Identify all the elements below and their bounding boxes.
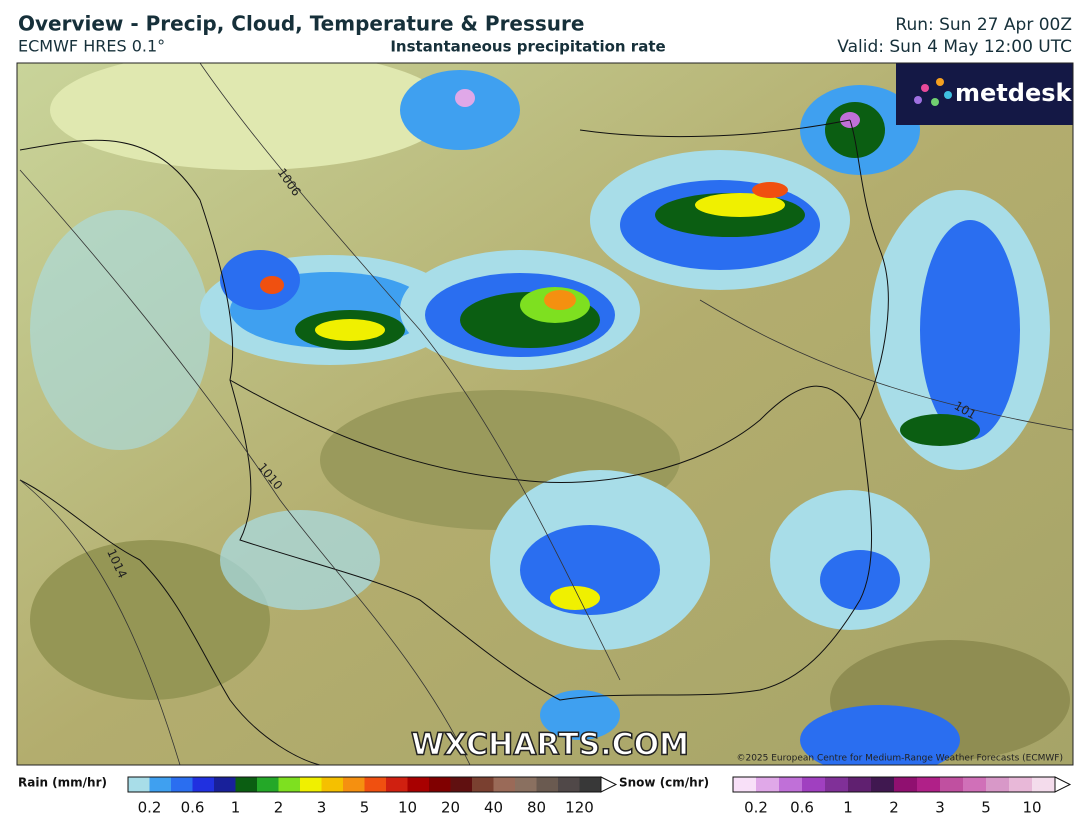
snow-label: 1 <box>843 799 853 817</box>
rain-label: 40 <box>484 799 503 817</box>
snow-swatch <box>733 777 756 792</box>
rain-swatch <box>214 777 236 792</box>
rain-swatch <box>278 777 300 792</box>
rain-label: 0.2 <box>138 799 162 817</box>
snow-swatch <box>963 777 986 792</box>
snow-label: 3 <box>935 799 945 817</box>
map: 1006 1010 1014 101 metdesk WXCHARTS.COM … <box>17 63 1073 765</box>
rain-swatch <box>450 777 472 792</box>
land-light <box>50 63 450 170</box>
snow-label: 10 <box>1022 799 1041 817</box>
rain-swatch <box>558 777 580 792</box>
rain-swatch <box>364 777 386 792</box>
snow-swatch <box>1009 777 1032 792</box>
legends: 0.2 0.6 1 2 3 5 10 20 40 80 120 0.2 0.6 1 2 3 5 10 <box>127 776 1072 817</box>
snow-swatch <box>756 777 779 792</box>
watermark: WXCHARTS.COM <box>411 728 689 763</box>
copyright: ©2025 European Centre for Medium-Range W… <box>736 754 1063 764</box>
rain-swatch <box>235 777 257 792</box>
rain-label: 3 <box>317 799 327 817</box>
rain-swatch <box>128 777 150 792</box>
rain-swatch <box>579 777 601 792</box>
snow-label: 0.2 <box>744 799 768 817</box>
layer: Instantaneous precipitation rate <box>390 38 665 56</box>
rain-swatch <box>429 777 451 792</box>
rain-label: 5 <box>360 799 370 817</box>
rain-swatch <box>493 777 515 792</box>
snow-swatch <box>917 777 940 792</box>
isobars <box>19 63 1073 765</box>
snow-swatch <box>940 777 963 792</box>
logo-box <box>896 63 1073 125</box>
title: Overview - Precip, Cloud, Temperature & … <box>18 12 584 36</box>
rain-swatch <box>149 777 171 792</box>
snow-label: 0.6 <box>790 799 814 817</box>
rain-swatch <box>407 777 429 792</box>
snow-swatch <box>848 777 871 792</box>
rain-swatch <box>321 777 343 792</box>
snow-frame <box>732 776 1056 793</box>
logo-text: metdesk <box>955 79 1073 107</box>
rain-label: 10 <box>398 799 417 817</box>
snow-swatch <box>894 777 917 792</box>
snow-label: 5 <box>981 799 991 817</box>
snow-swatch <box>986 777 1009 792</box>
model: ECMWF HRES 0.1° <box>18 37 165 56</box>
snow-swatch <box>1032 777 1055 792</box>
rain-label: 80 <box>527 799 546 817</box>
rain-swatch <box>343 777 365 792</box>
rain-swatch <box>515 777 537 792</box>
snow-swatch <box>871 777 894 792</box>
rain-swatch <box>192 777 214 792</box>
run: Run: Sun 27 Apr 00Z <box>895 15 1072 35</box>
snow-swatch <box>779 777 802 792</box>
rain-swatch <box>257 777 279 792</box>
snow-arrow <box>1054 776 1072 793</box>
snow-swatch <box>825 777 848 792</box>
rain-swatch <box>536 777 558 792</box>
map-frame <box>16 62 1074 766</box>
rain-swatch <box>386 777 408 792</box>
land-dark <box>30 540 270 700</box>
rain-swatch <box>472 777 494 792</box>
rain-label: 120 <box>565 799 594 817</box>
rain-label: 0.6 <box>181 799 205 817</box>
logo-icon <box>914 78 952 106</box>
rain-label: 1 <box>231 799 241 817</box>
rain-label: 2 <box>274 799 284 817</box>
rain-frame <box>127 776 602 793</box>
rain-label: 20 <box>441 799 460 817</box>
rain-legend-title: Rain (mm/hr) <box>18 776 107 790</box>
precip <box>30 70 1050 765</box>
rain-arrow <box>600 776 618 793</box>
borders <box>19 119 889 765</box>
valid: Valid: Sun 4 May 12:00 UTC <box>837 37 1072 57</box>
rain-swatch <box>171 777 193 792</box>
snow-label: 2 <box>889 799 899 817</box>
snow-legend-title: Snow (cm/hr) <box>619 776 709 790</box>
rain-swatch <box>300 777 322 792</box>
snow-swatch <box>802 777 825 792</box>
